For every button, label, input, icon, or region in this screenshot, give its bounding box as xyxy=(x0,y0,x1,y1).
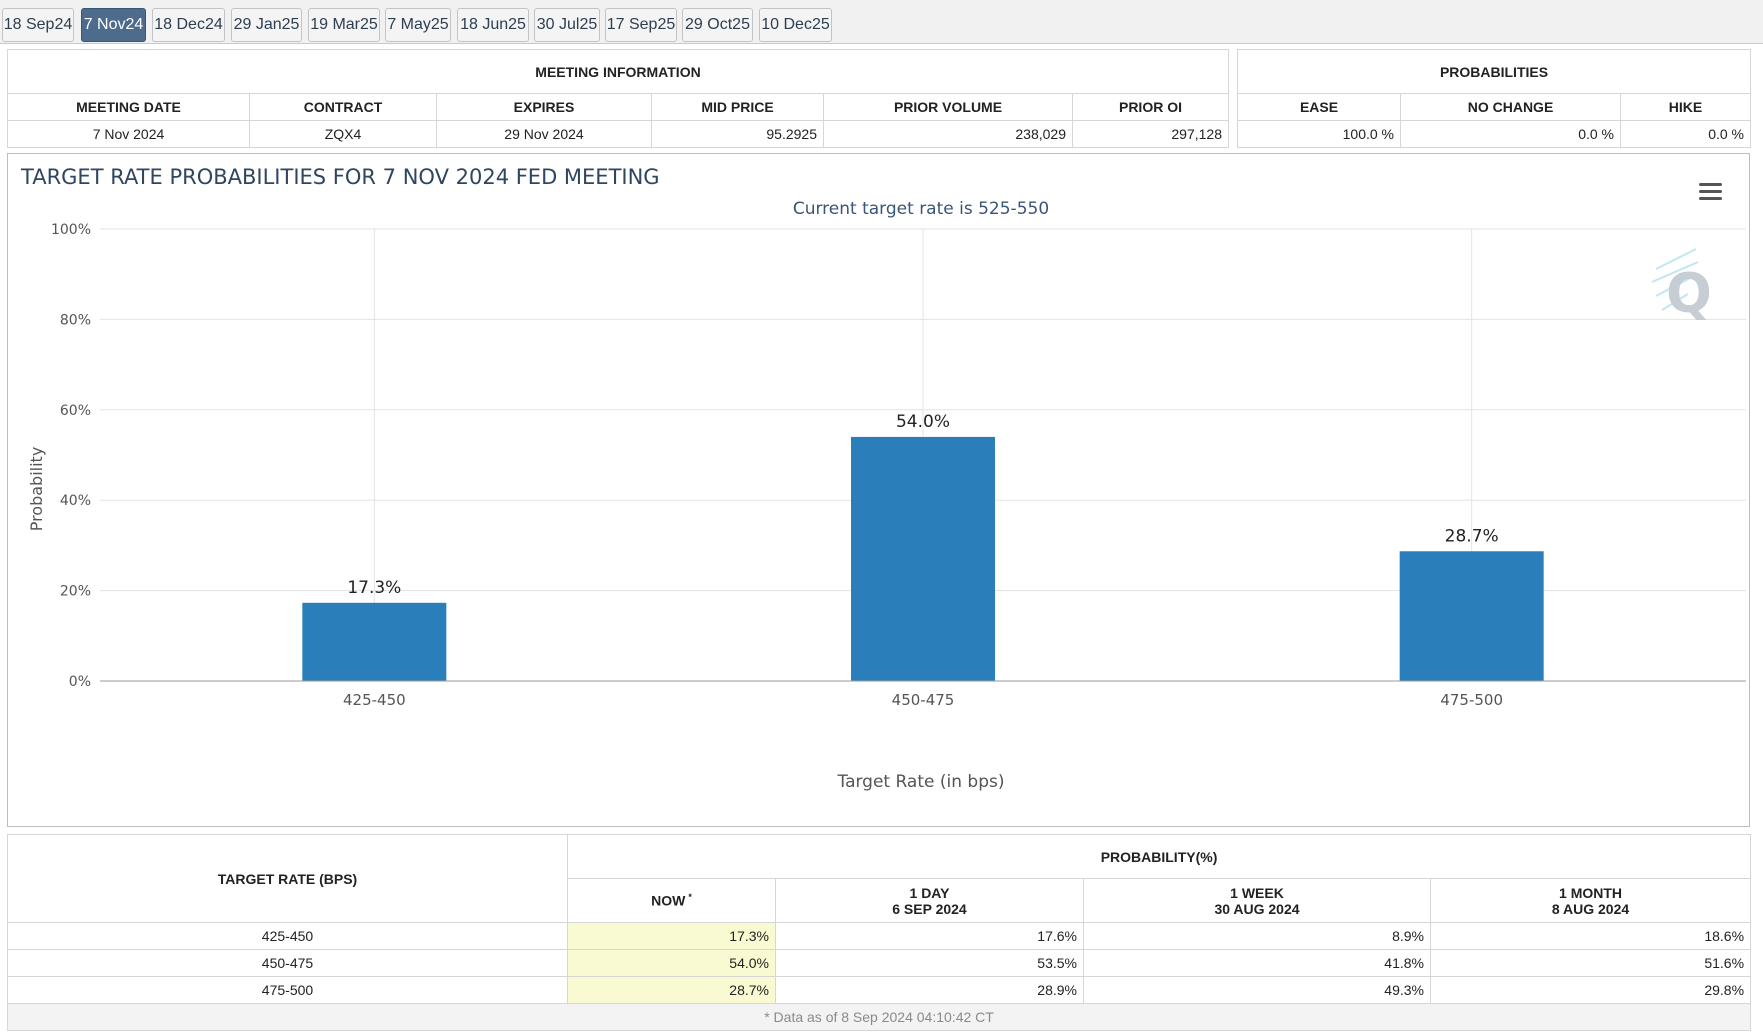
data-label: 17.3% xyxy=(347,578,401,598)
bar-450-475 xyxy=(851,436,995,681)
y-tick-label: 20% xyxy=(60,584,91,600)
rate-cell: 450-475 xyxy=(7,949,568,977)
y-tick-label: 40% xyxy=(60,493,91,509)
col-hike: HIKE xyxy=(1620,93,1751,121)
col-meeting-date: MEETING DATE xyxy=(7,93,250,121)
month-cell: 18.6% xyxy=(1429,922,1752,950)
data-timestamp-footnote: * Data as of 8 Sep 2024 04:10:42 CT xyxy=(6,1003,1752,1031)
meeting-information-title: MEETING INFORMATION xyxy=(7,49,1229,94)
hamburger-menu-icon[interactable] xyxy=(1688,176,1728,208)
tab-30-jul25[interactable]: 30 Jul25 xyxy=(534,8,600,42)
col-mid-price: MID PRICE xyxy=(651,93,824,121)
col-prior-oi: PRIOR OI xyxy=(1072,93,1229,121)
chart-subtitle: Current target rate is 525-550 xyxy=(793,199,1049,219)
probabilities-table: PROBABILITIES EASE NO CHANGE HIKE 100.0 … xyxy=(1237,49,1751,148)
y-tick-label: 0% xyxy=(69,674,91,690)
tab-7-may25[interactable]: 7 May25 xyxy=(385,8,451,42)
col-now: NOW * xyxy=(567,878,776,923)
meeting-tab-bar: 18 Sep24 7 Nov24 18 Dec24 29 Jan25 19 Ma… xyxy=(0,0,1763,44)
y-tick-label: 100% xyxy=(51,222,91,238)
x-axis-label: Target Rate (in bps) xyxy=(837,772,1005,792)
y-tick-label: 80% xyxy=(60,312,91,328)
tab-19-mar25[interactable]: 19 Mar25 xyxy=(308,8,380,42)
chart-svg: TARGET RATE PROBABILITIES FOR 7 NOV 2024… xyxy=(20,165,1746,792)
svg-text:Q: Q xyxy=(1666,262,1712,325)
bar-425-450 xyxy=(302,602,447,681)
probabilities-title: PROBABILITIES xyxy=(1237,49,1751,94)
bar-475-500 xyxy=(1399,551,1544,681)
chart-title: TARGET RATE PROBABILITIES FOR 7 NOV 2024… xyxy=(20,165,660,189)
probability-header: PROBABILITY(%) xyxy=(566,834,1752,879)
tab-29-oct25[interactable]: 29 Oct25 xyxy=(682,8,753,42)
meeting-information-table: MEETING INFORMATION MEETING DATE CONTRAC… xyxy=(7,49,1229,148)
week-cell: 41.8% xyxy=(1083,949,1431,977)
hike-value: 0.0 % xyxy=(1620,120,1751,148)
contract-value: ZQX4 xyxy=(249,120,437,148)
col-ease: EASE xyxy=(1237,93,1401,121)
data-label: 54.0% xyxy=(896,412,950,432)
tab-18-jun25[interactable]: 18 Jun25 xyxy=(457,8,529,42)
tab-29-jan25[interactable]: 29 Jan25 xyxy=(231,8,302,42)
col-no-change: NO CHANGE xyxy=(1400,93,1621,121)
week-cell: 8.9% xyxy=(1083,922,1431,950)
table-row: 425-450 17.3% 17.6% 8.9% 18.6% xyxy=(7,922,1752,950)
tab-18-sep24[interactable]: 18 Sep24 xyxy=(2,8,74,42)
day-cell: 17.6% xyxy=(775,922,1084,950)
rate-cell: 425-450 xyxy=(7,922,568,950)
col-expires: EXPIRES xyxy=(436,93,652,121)
x-tick-label: 450-475 xyxy=(892,691,955,709)
col-1-week: 1 WEEK 30 AUG 2024 xyxy=(1083,878,1431,923)
col-1-month: 1 MONTH 8 AUG 2024 xyxy=(1429,878,1752,923)
y-axis-label: Probability xyxy=(27,447,46,532)
meeting-date-value: 7 Nov 2024 xyxy=(7,120,250,148)
now-cell: 54.0% xyxy=(567,949,776,977)
mid-price-value: 95.2925 xyxy=(651,120,824,148)
probability-history-table: TARGET RATE (BPS) PROBABILITY(%) NOW * 1 … xyxy=(6,834,1752,1031)
target-rate-header: TARGET RATE (BPS) xyxy=(7,834,568,923)
target-rate-chart: TARGET RATE PROBABILITIES FOR 7 NOV 2024… xyxy=(7,153,1750,827)
now-cell: 28.7% xyxy=(567,976,776,1004)
tab-17-sep25[interactable]: 17 Sep25 xyxy=(605,8,677,42)
month-cell: 29.8% xyxy=(1429,976,1752,1004)
col-contract: CONTRACT xyxy=(249,93,437,121)
month-cell: 51.6% xyxy=(1429,949,1752,977)
rate-cell: 475-500 xyxy=(7,976,568,1004)
prior-oi-value: 297,128 xyxy=(1072,120,1229,148)
x-tick-label: 425-450 xyxy=(343,691,406,709)
week-cell: 49.3% xyxy=(1083,976,1431,1004)
col-prior-volume: PRIOR VOLUME xyxy=(823,93,1073,121)
quikstrike-watermark-logo: Q xyxy=(1651,248,1712,325)
table-row: 450-475 54.0% 53.5% 41.8% 51.6% xyxy=(7,949,1752,977)
x-tick-label: 475-500 xyxy=(1440,691,1503,709)
day-cell: 53.5% xyxy=(775,949,1084,977)
prior-volume-value: 238,029 xyxy=(823,120,1073,148)
day-cell: 28.9% xyxy=(775,976,1084,1004)
chart-plot-area: 0% 20% 40% 60% 80% 100% 17.3% 425-450 54.0% 450-4… xyxy=(51,222,1746,709)
no-change-value: 0.0 % xyxy=(1400,120,1621,148)
tab-7-nov24[interactable]: 7 Nov24 xyxy=(81,8,146,42)
y-tick-label: 60% xyxy=(60,403,91,419)
expires-value: 29 Nov 2024 xyxy=(436,120,652,148)
table-row: 475-500 28.7% 28.9% 49.3% 29.8% xyxy=(7,976,1752,1004)
now-cell: 17.3% xyxy=(567,922,776,950)
ease-value: 100.0 % xyxy=(1237,120,1401,148)
tab-18-dec24[interactable]: 18 Dec24 xyxy=(152,8,225,42)
data-label: 28.7% xyxy=(1445,526,1499,546)
tab-10-dec25[interactable]: 10 Dec25 xyxy=(759,8,832,42)
col-1-day: 1 DAY 6 SEP 2024 xyxy=(775,878,1084,923)
